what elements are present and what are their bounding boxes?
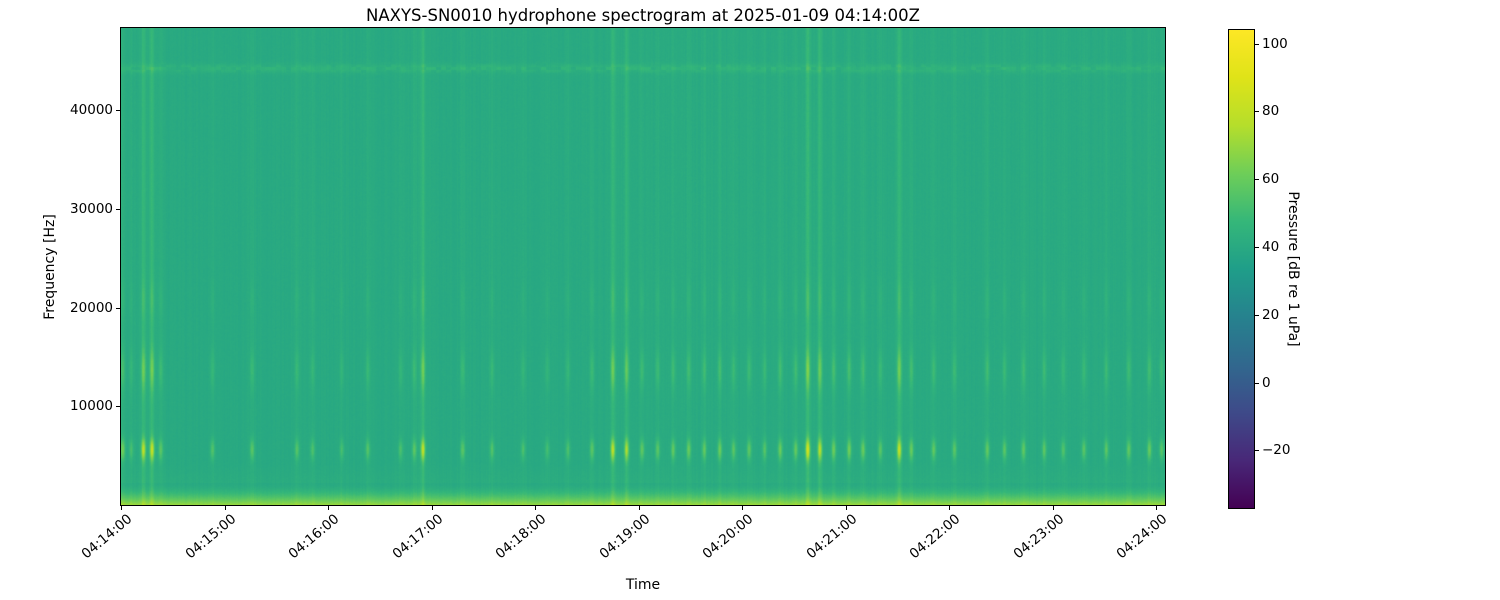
x-tick-mark <box>431 506 433 510</box>
y-tick-label: 40000 <box>70 102 113 119</box>
y-tick-mark <box>116 406 120 408</box>
x-tick-label: 04:21:00 <box>803 511 861 563</box>
y-tick-mark <box>116 209 120 211</box>
colorbar-tick-mark <box>1255 314 1259 316</box>
x-tick-label: 04:19:00 <box>596 511 653 563</box>
x-tick-label: 04:14:00 <box>78 511 136 563</box>
colorbar <box>1228 29 1255 509</box>
colorbar-gradient <box>1229 30 1254 508</box>
x-tick-mark <box>1052 506 1054 510</box>
y-tick-label: 20000 <box>70 299 113 316</box>
y-axis-label: Frequency [Hz] <box>42 214 58 320</box>
colorbar-tick-label: 60 <box>1262 171 1280 188</box>
y-tick-label: 30000 <box>70 201 113 218</box>
y-tick-mark <box>116 110 120 112</box>
x-tick-mark <box>535 506 537 510</box>
x-tick-mark <box>121 506 122 510</box>
x-tick-label: 04:16:00 <box>285 511 343 563</box>
x-tick-label: 04:17:00 <box>389 511 446 563</box>
spectrogram-plot-area <box>120 27 1166 506</box>
colorbar-tick-label: 20 <box>1262 306 1280 323</box>
colorbar-tick-mark <box>1255 382 1259 384</box>
colorbar-tick-label: 40 <box>1262 238 1280 255</box>
y-tick-mark <box>116 307 120 309</box>
x-tick-label: 04:20:00 <box>699 511 757 563</box>
x-tick-label: 04:18:00 <box>492 511 550 563</box>
x-tick-label: 04:23:00 <box>1010 511 1068 563</box>
colorbar-tick-mark <box>1255 246 1259 248</box>
plot-title: NAXYS-SN0010 hydrophone spectrogram at 2… <box>366 6 920 25</box>
x-axis-label: Time <box>625 577 661 593</box>
spectrogram-canvas <box>121 28 1165 505</box>
x-tick-label: 04:22:00 <box>906 511 964 563</box>
x-tick-mark <box>328 506 330 510</box>
colorbar-tick-mark <box>1255 111 1259 113</box>
colorbar-tick-mark <box>1255 43 1259 45</box>
y-tick-label: 10000 <box>70 398 113 415</box>
colorbar-tick-label: 0 <box>1262 374 1271 391</box>
x-tick-mark <box>224 506 226 510</box>
colorbar-tick-label: −20 <box>1262 442 1291 459</box>
colorbar-tick-mark <box>1255 450 1259 452</box>
colorbar-tick-label: 80 <box>1262 103 1280 120</box>
colorbar-tick-mark <box>1255 179 1259 181</box>
x-tick-label: 04:24:00 <box>1113 511 1171 563</box>
x-tick-mark <box>742 506 744 510</box>
colorbar-tick-label: 100 <box>1262 35 1288 52</box>
x-tick-mark <box>845 506 847 510</box>
colorbar-label: Pressure [dB re 1 uPa] <box>1285 191 1301 347</box>
x-tick-label: 04:15:00 <box>182 511 239 563</box>
x-tick-mark <box>949 506 951 510</box>
x-tick-mark <box>1156 506 1158 510</box>
x-tick-mark <box>638 506 640 510</box>
